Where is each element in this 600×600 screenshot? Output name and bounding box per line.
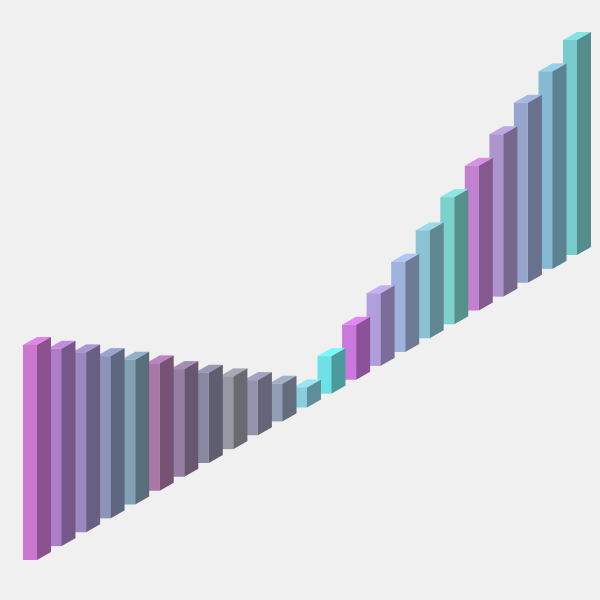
- bar-side-face: [257, 372, 272, 436]
- bar-side-face: [503, 126, 518, 297]
- bar: [293, 379, 321, 408]
- bar-top-face: [342, 316, 371, 325]
- bar-top-face: [489, 126, 518, 135]
- bar: [145, 355, 174, 491]
- bar: [194, 364, 223, 463]
- bar: [513, 94, 542, 283]
- bar-top-face: [23, 337, 51, 345]
- bar-top-face: [72, 344, 101, 353]
- bar-front-face: [170, 369, 185, 477]
- bar: [342, 316, 371, 380]
- bar-front-face: [440, 197, 455, 325]
- bar: [268, 375, 297, 422]
- bar-side-face: [454, 189, 469, 325]
- bar-front-face: [121, 359, 136, 505]
- bar-top-face: [96, 348, 125, 357]
- bar: [415, 222, 444, 339]
- bar-front-face: [391, 261, 406, 352]
- bar-front-face: [23, 345, 37, 560]
- bar: [489, 126, 518, 297]
- bar: [121, 351, 150, 505]
- bar-top-face: [47, 340, 76, 349]
- bar-side-face: [208, 364, 223, 463]
- bar-top-face: [513, 94, 542, 103]
- bar: [219, 368, 248, 450]
- bar: [72, 344, 101, 533]
- bar: [47, 340, 76, 547]
- bar-side-face: [527, 94, 542, 283]
- bar-side-face: [380, 285, 395, 366]
- bar-side-face: [184, 361, 199, 477]
- bar-top-face: [415, 222, 444, 231]
- bar-side-face: [356, 316, 371, 380]
- bar-top-face: [219, 368, 248, 377]
- bar-front-face: [268, 383, 283, 422]
- bar-side-face: [429, 222, 444, 339]
- bar-front-face: [538, 71, 553, 269]
- bar: [464, 157, 493, 311]
- bar-side-face: [135, 351, 150, 505]
- bar: [563, 32, 591, 255]
- bar-top-face: [170, 361, 199, 370]
- bar-side-face: [110, 348, 125, 519]
- bar-front-face: [72, 352, 87, 533]
- bar-front-face: [489, 134, 504, 297]
- bar-top-face: [293, 379, 321, 388]
- bar-side-face: [478, 157, 493, 311]
- bar: [23, 337, 51, 560]
- bar-side-face: [577, 32, 591, 255]
- bars-layer: [23, 32, 591, 560]
- bar-side-face: [552, 63, 567, 269]
- bar-front-face: [342, 324, 357, 380]
- bar-top-face: [391, 253, 420, 262]
- bar: [317, 348, 346, 394]
- bar-top-face: [268, 375, 297, 384]
- bar-front-face: [219, 376, 234, 450]
- bar: [366, 285, 395, 366]
- bar-side-face: [405, 253, 420, 352]
- bar: [170, 361, 199, 477]
- bar-top-face: [243, 372, 272, 381]
- bar-top-face: [366, 285, 395, 294]
- bar-top-face: [317, 348, 346, 357]
- bar-side-face: [61, 340, 76, 547]
- bar-side-face: [37, 337, 51, 560]
- bar: [391, 253, 420, 352]
- bar-top-face: [538, 63, 567, 72]
- bar-side-face: [307, 379, 321, 408]
- bar-side-face: [233, 368, 248, 450]
- bar-top-face: [121, 351, 150, 360]
- bar-top-face: [194, 364, 223, 373]
- bar-top-face: [145, 355, 174, 364]
- bar: [243, 372, 272, 436]
- bar-side-face: [331, 348, 346, 394]
- bar-top-face: [440, 189, 469, 198]
- bar-side-face: [159, 355, 174, 491]
- bar-side-face: [86, 344, 101, 533]
- bar-top-face: [563, 32, 591, 40]
- bar: [96, 348, 125, 519]
- bar: [538, 63, 567, 269]
- bar-top-face: [464, 157, 493, 166]
- bar-side-face: [282, 375, 297, 422]
- bar: [440, 189, 469, 325]
